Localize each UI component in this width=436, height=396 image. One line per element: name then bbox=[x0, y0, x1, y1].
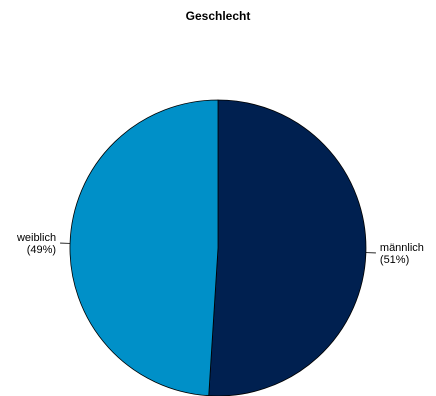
pie-labels: männlich (51%) weiblich (49%) bbox=[16, 232, 424, 266]
pie-slice-percent: (49%) bbox=[27, 244, 56, 256]
pie-slice-name: weiblich bbox=[16, 232, 56, 244]
pie-slices bbox=[69, 99, 367, 396]
pie-slice-name: männlich bbox=[380, 242, 424, 254]
pie-slice-percent: (51%) bbox=[380, 254, 409, 266]
pie-slice-1 bbox=[208, 99, 367, 396]
chart-title: Geschlecht bbox=[186, 9, 251, 23]
pie-slice-label-1: männlich (51%) bbox=[380, 242, 424, 266]
pie-slice-label-2: weiblich (49%) bbox=[16, 232, 56, 256]
pie-slice-2 bbox=[69, 99, 219, 396]
